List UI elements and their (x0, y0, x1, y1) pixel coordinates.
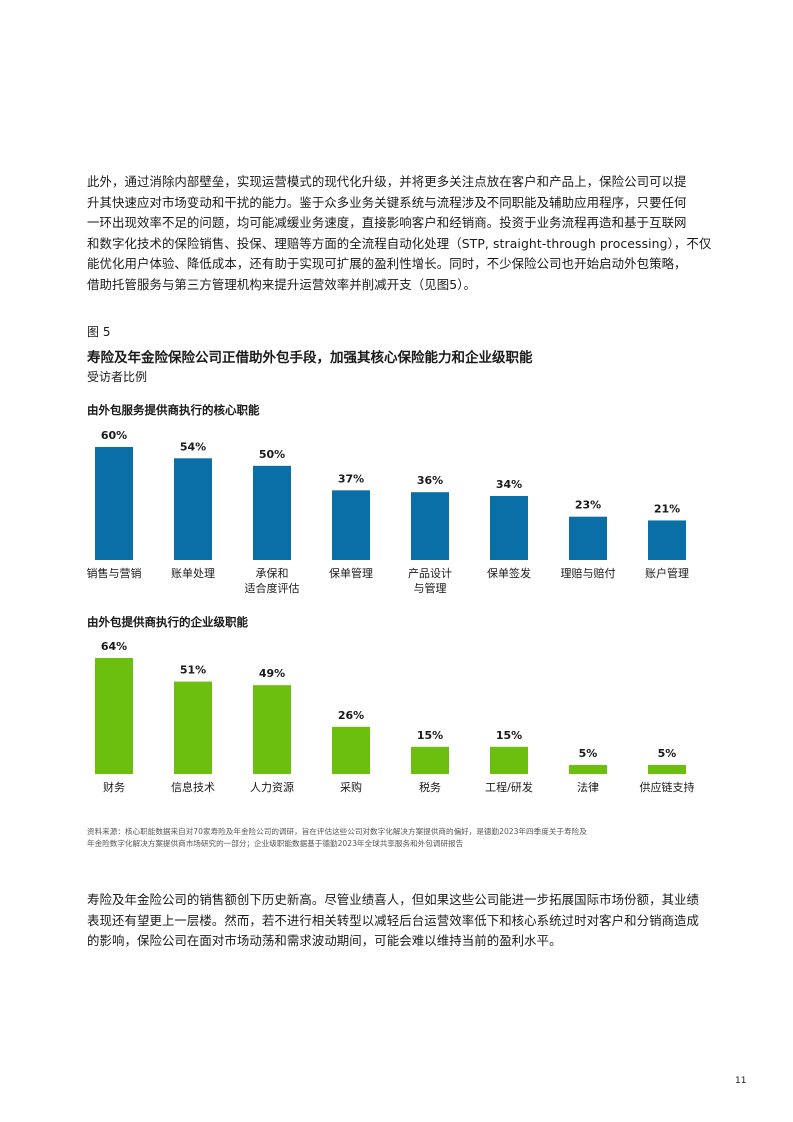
category-label: 法律 (577, 780, 599, 794)
category-label: 保单签发 (487, 566, 531, 580)
data-label: 37% (338, 472, 364, 485)
bar (332, 490, 370, 560)
category-label: 财务 (103, 780, 125, 794)
closing-paragraph: 寿险及年金险公司的销售额创下历史新高。尽管业绩喜人，但如果这些公司能进一步拓展国… (87, 890, 709, 952)
category-label: 工程/研发 (485, 780, 533, 794)
category-label: 适合度评估 (245, 581, 300, 595)
bar (411, 746, 449, 774)
data-label: 60% (101, 429, 127, 442)
intro-line: 升其快速应对市场变动和干扰的能力。鉴于众多业务关键系统与流程涉及不同职能及辅助应… (87, 194, 687, 210)
category-label: 账单处理 (171, 567, 215, 580)
bar (95, 658, 133, 774)
category-label: 税务 (419, 780, 441, 794)
data-label: 15% (496, 729, 522, 742)
data-label: 49% (259, 667, 285, 680)
closing-line: 寿险及年金险公司的销售额创下历史新高。尽管业绩喜人，但如果这些公司能进一步拓展国… (87, 892, 700, 907)
category-label: 采购 (340, 780, 362, 794)
category-label: 承保和 (256, 566, 289, 580)
bar (648, 764, 686, 774)
intro-line: 此外，通过消除内部壁垒，实现运营模式的现代化升级，并将更多关注点放在客户和产品上… (87, 174, 687, 189)
data-label: 15% (417, 729, 443, 742)
data-label: 51% (180, 664, 206, 677)
intro-line: 和数字化技术的保险销售、投保、理赔等方面的全流程自动化处理（STP, strai… (87, 235, 712, 251)
category-label: 销售与营销 (87, 566, 142, 580)
intro-line: 一环出现效率不足的问题，均可能减缓业务速度，直接影响客户和经销商。投资于业务流程… (87, 215, 687, 231)
data-label: 64% (101, 640, 127, 653)
bar (569, 764, 607, 774)
closing-line: 的影响，保险公司在面对市场动荡和需求波动期间，可能会难以维持当前的盈利水平。 (87, 933, 562, 949)
source-note: 资料来源：核心职能数据来自对70家寿险及年金险公司的调研，旨在评估这些公司对数字… (87, 826, 712, 850)
source-line: 资料来源：核心职能数据来自对70家寿险及年金险公司的调研，旨在评估这些公司对数字… (87, 827, 587, 836)
enterprise-functions-bar-chart: 64% 财务 51% 信息技术 49% 人力资源 26% 采购 15% 税务 15% 工程/研发 5% 法… (95, 640, 695, 794)
data-label: 23% (575, 499, 601, 512)
bar (95, 447, 133, 560)
page-number: 11 (735, 1076, 747, 1086)
data-label: 5% (658, 747, 677, 760)
category-label: 人力资源 (250, 780, 294, 794)
category-label: 账户管理 (645, 566, 689, 580)
data-label: 5% (579, 747, 598, 760)
data-label: 34% (496, 478, 522, 491)
bar (569, 516, 607, 560)
data-label: 21% (654, 502, 680, 515)
intro-paragraph: 此外，通过消除内部壁垒，实现运营模式的现代化升级，并将更多关注点放在客户和产品上… (87, 172, 712, 296)
data-label: 26% (338, 709, 364, 722)
closing-line: 表现还有望更上一层楼。然而，若不进行相关转型以减轻后台运营效率低下和核心系统过时… (87, 912, 700, 928)
source-line: 年金险数字化解决方案提供商市场研究的一部分；企业级职能数据基于德勤2023年全球… (87, 839, 464, 848)
data-label: 50% (259, 448, 285, 461)
enterprise-functions-chart-title: 由外包提供商执行的企业级职能 (87, 615, 248, 629)
bar (648, 520, 686, 560)
bar (253, 465, 291, 560)
figure-title: 寿险及年金险保险公司正借助外包手段，加强其核心保险能力和企业级职能 (87, 350, 533, 366)
data-label: 54% (180, 440, 206, 453)
category-label: 理赔与赔付 (561, 566, 616, 580)
intro-line: 能优化用户体验、降低成本，还有助于实现可扩展的盈利性增长。同时，不少保险公司也开… (87, 256, 687, 272)
bar (411, 492, 449, 560)
figure-subtitle: 受访者比例 (87, 370, 148, 384)
category-label: 保单管理 (329, 566, 373, 580)
category-label: 供应链支持 (640, 780, 695, 794)
bar (490, 746, 528, 774)
bar (174, 458, 212, 560)
bar (253, 685, 291, 774)
bar (174, 681, 212, 774)
category-label: 与管理 (414, 581, 447, 595)
core-functions-chart-title: 由外包服务提供商执行的核心职能 (87, 403, 260, 417)
figure-label: 图 5 (87, 325, 111, 339)
category-label: 信息技术 (171, 780, 215, 794)
bar (490, 495, 528, 560)
intro-line: 借助托管服务与第三方管理机构来提升运营效率并削减开支（见图5）。 (87, 276, 476, 292)
category-label: 产品设计 (408, 566, 452, 580)
bar (332, 726, 370, 774)
data-label: 36% (417, 474, 443, 487)
